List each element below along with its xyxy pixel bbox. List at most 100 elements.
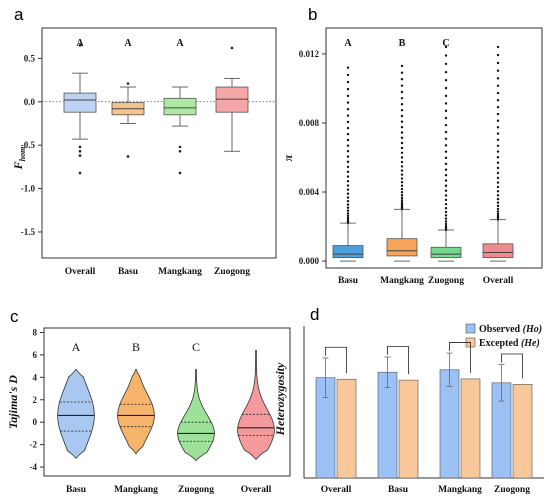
bar-excepted-overall xyxy=(336,378,357,479)
outlier-point xyxy=(400,191,404,194)
outlier-point xyxy=(346,94,350,98)
outlier-point xyxy=(496,77,500,80)
outlier-point xyxy=(496,210,500,213)
outlier-point xyxy=(400,205,404,208)
outlier-point xyxy=(346,155,350,158)
outlier-point xyxy=(400,108,404,112)
chart-a-fhom-boxplot: 0.5 0.0 -0.5 -1.0 -1.5 Fhom Overall A Basu A Mangk… xyxy=(11,27,277,277)
outlier-point xyxy=(346,108,350,111)
outlier-point xyxy=(444,45,448,49)
significance-letter: A xyxy=(344,38,352,49)
outlier-point xyxy=(444,94,448,98)
significance-letter: C xyxy=(442,38,449,49)
outlier-point xyxy=(496,99,500,102)
outlier-point xyxy=(400,165,404,168)
outlier-point xyxy=(496,190,500,193)
outlier-point xyxy=(346,66,350,69)
outlier-point xyxy=(496,161,500,164)
x-category-label: Overall xyxy=(483,276,514,286)
box-mangkang xyxy=(386,238,418,257)
outlier-point xyxy=(400,177,404,180)
outlier-point xyxy=(444,156,448,160)
outlier-point xyxy=(444,184,448,187)
outlier-point xyxy=(496,216,500,219)
outlier-point xyxy=(178,149,182,153)
outlier-point xyxy=(400,90,404,94)
y-tick-label: 0.012 xyxy=(299,49,320,59)
x-category-label: Mangkang xyxy=(114,485,158,495)
y-tick-label: -2 xyxy=(30,440,38,450)
outlier-point xyxy=(444,102,448,105)
outlier-point xyxy=(346,196,350,199)
panel-letter-d: d xyxy=(310,305,319,324)
comparison-bracket xyxy=(387,345,409,375)
comparison-bracket xyxy=(501,353,523,379)
x-category-label: Zuogong xyxy=(214,267,250,277)
outlier-point xyxy=(444,144,448,147)
x-category-label: Zuogong xyxy=(178,485,214,495)
outlier-point xyxy=(496,144,500,147)
outlier-point xyxy=(444,214,448,217)
outlier-point xyxy=(126,82,130,85)
x-category-label: Zuogong xyxy=(428,276,464,286)
y-tick-label: -1.0 xyxy=(21,184,36,194)
box-zuogong xyxy=(430,246,462,259)
x-category-label: Basu xyxy=(338,276,359,286)
outlier-point xyxy=(400,71,404,74)
outlier-point xyxy=(444,198,448,202)
outlier-point xyxy=(444,168,448,171)
outlier-point xyxy=(444,174,448,177)
outlier-point xyxy=(400,203,404,206)
outlier-point xyxy=(496,84,500,87)
outlier-point xyxy=(346,165,350,169)
outlier-point xyxy=(346,138,350,142)
panel-letter-c: c xyxy=(10,307,19,326)
legend-label-excepted: Excepted (He) xyxy=(479,338,540,349)
outlier-point xyxy=(346,184,350,187)
outlier-point xyxy=(444,194,448,197)
outlier-point xyxy=(346,179,350,183)
box-overall xyxy=(63,92,97,113)
outlier-point xyxy=(346,144,350,147)
y-tick-label: 6 xyxy=(33,350,38,360)
outlier-point xyxy=(496,214,500,218)
y-tick-label: -0.5 xyxy=(21,140,36,150)
outlier-point xyxy=(400,126,404,129)
y-tick-label: 0.008 xyxy=(299,118,320,128)
outlier-point xyxy=(400,136,404,140)
y-tick-label: 2 xyxy=(33,395,38,405)
outlier-point xyxy=(496,138,500,141)
x-category-label: Overall xyxy=(65,267,96,277)
legend-swatch xyxy=(465,323,476,334)
outlier-point xyxy=(126,155,130,158)
y-axis-title: Heterozygosity xyxy=(273,362,287,436)
plot-frame xyxy=(43,327,291,477)
outlier-point xyxy=(346,209,350,212)
outlier-point xyxy=(400,187,404,191)
outlier-point xyxy=(400,151,404,155)
violin-overall xyxy=(237,349,275,460)
outlier-point xyxy=(346,87,350,91)
outlier-point xyxy=(346,120,350,124)
significance-letter: C xyxy=(192,340,200,354)
outlier-point xyxy=(400,201,404,204)
outlier-point xyxy=(400,169,404,172)
outlier-point xyxy=(496,156,500,159)
plot-frame xyxy=(325,27,543,269)
y-tick-label: 8 xyxy=(33,327,38,337)
outlier-point xyxy=(400,84,404,87)
outlier-point xyxy=(496,150,500,153)
outlier-point xyxy=(400,120,404,123)
y-tick-label: 0.004 xyxy=(299,187,320,197)
outlier-point xyxy=(496,61,500,65)
outlier-point xyxy=(496,201,500,204)
significance-letter: A xyxy=(76,38,84,49)
outlier-point xyxy=(346,192,350,195)
bar-observed-basu xyxy=(377,371,398,479)
outlier-point xyxy=(444,130,448,134)
violin-zuogong xyxy=(177,369,215,461)
y-axis-title: Fhom xyxy=(11,147,27,171)
outlier-point xyxy=(400,181,404,184)
outlier-point xyxy=(400,146,404,150)
outlier-point xyxy=(346,188,350,191)
